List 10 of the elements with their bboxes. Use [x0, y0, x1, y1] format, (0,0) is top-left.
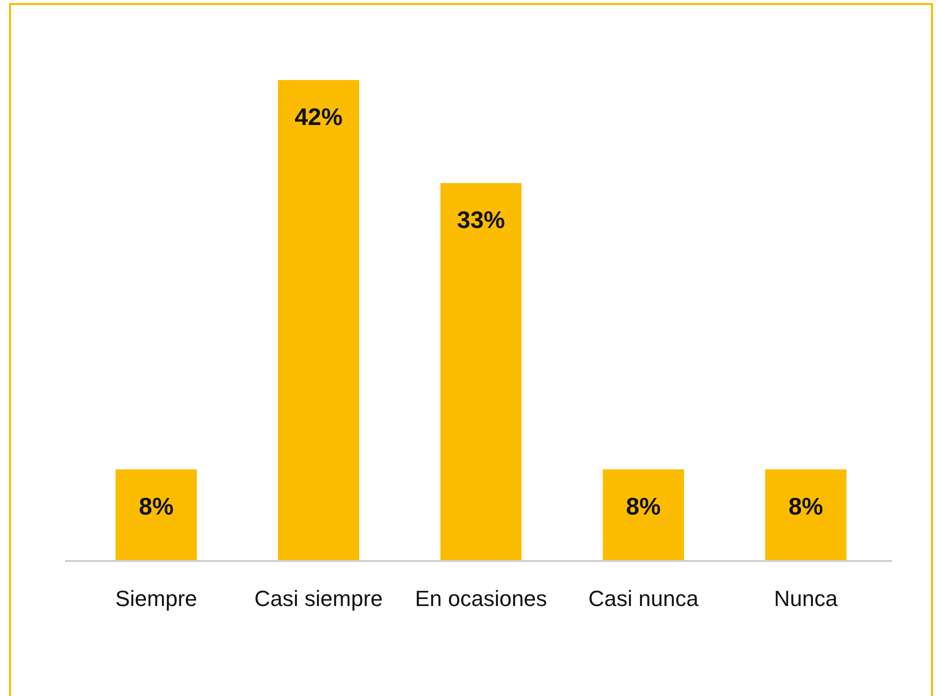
data-label: 8% — [788, 493, 824, 520]
data-label: 8% — [138, 493, 174, 520]
x-tick-label: Casi siempre — [254, 586, 383, 611]
x-tick-label: En ocasiones — [414, 586, 548, 611]
x-tick-label: Nunca — [774, 586, 838, 611]
data-label: 33% — [456, 207, 506, 234]
data-label: 42% — [294, 104, 343, 131]
x-tick-label: Siempre — [115, 586, 198, 611]
x-tick-label: Casi nunca — [588, 586, 700, 611]
data-label: 8% — [626, 493, 661, 520]
